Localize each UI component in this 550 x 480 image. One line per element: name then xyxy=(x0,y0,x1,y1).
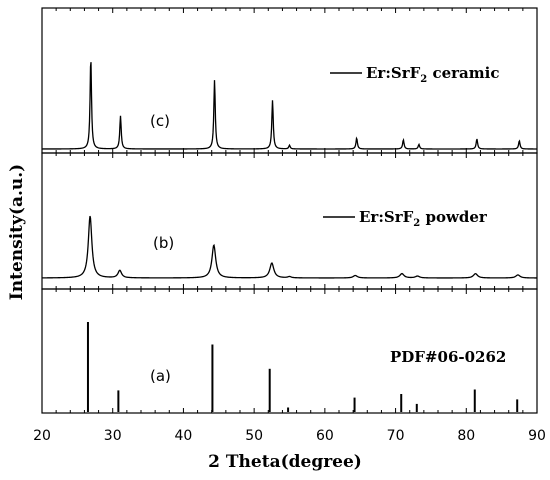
panels-group: (c) Er:SrF2 ceramic (b) Er:SrF2 powder (a) PD… xyxy=(41,7,538,414)
x-tick-label: 60 xyxy=(316,428,334,444)
y-axis-title: Intensity(a.u.) xyxy=(7,164,27,300)
panel-a: (a) PDF#06-0262 xyxy=(41,288,538,414)
x-tick-label: 80 xyxy=(457,428,475,444)
panel-c: (c) Er:SrF2 ceramic xyxy=(41,7,538,154)
x-tick-label: 20 xyxy=(33,428,51,444)
x-axis: 20 30 40 50 60 70 80 90 xyxy=(33,428,546,444)
x-tick-label: 40 xyxy=(175,428,193,444)
series-line-b xyxy=(41,215,537,279)
x-tick-label: 90 xyxy=(528,428,546,444)
legend-text-b: Er:SrF2 powder xyxy=(359,208,488,229)
panel-label-c: (c) xyxy=(150,112,170,130)
panel-b: (b) Er:SrF2 powder xyxy=(41,152,538,290)
legend-text-c: Er:SrF2 ceramic xyxy=(366,64,499,85)
panel-label-b: (b) xyxy=(153,234,174,252)
x-tick-label: 70 xyxy=(387,428,405,444)
panel-label-a: (a) xyxy=(150,367,171,385)
series-line-c xyxy=(42,62,537,150)
x-tick-label: 30 xyxy=(104,428,122,444)
legend-text-a: PDF#06-0262 xyxy=(390,348,506,366)
x-tick-label: 50 xyxy=(245,428,263,444)
panel-frame xyxy=(41,288,538,414)
x-axis-title: 2 Theta(degree) xyxy=(208,452,362,472)
